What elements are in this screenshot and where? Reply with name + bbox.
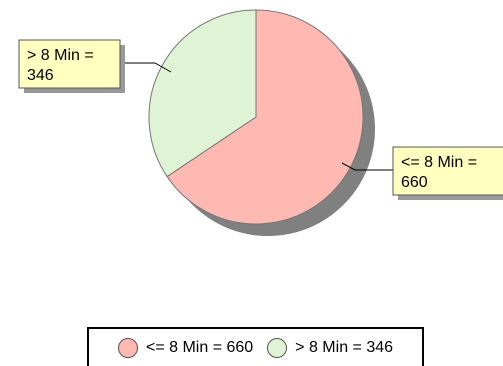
callout-text-gt-8-min-line1: > 8 Min =: [27, 47, 94, 64]
callout-leader-gt-8-min: [121, 62, 172, 73]
chart-legend: <= 8 Min = 660 > 8 Min = 346: [87, 327, 424, 366]
callout-le-8-min: <= 8 Min = 660: [341, 146, 503, 200]
callout-text-le-8-min-line2: 660: [401, 174, 428, 191]
legend-item-le-8-min: <= 8 Min = 660: [117, 337, 254, 358]
callout-text-le-8-min-line1: <= 8 Min =: [401, 154, 477, 171]
callout-gt-8-min: > 8 Min = 346: [18, 39, 172, 93]
callout-leader-le-8-min: [341, 162, 393, 171]
callout-box-gt-8-min: [18, 39, 121, 89]
callout-box-le-8-min: [392, 146, 503, 196]
pie-slices: [148, 9, 364, 225]
legend-label-le-8-min: <= 8 Min = 660: [145, 338, 254, 356]
legend-swatch-gt-8-min: [267, 337, 288, 358]
legend-swatch-le-8-min: [117, 337, 138, 358]
callout-text-gt-8-min-line2: 346: [27, 67, 54, 84]
legend-item-gt-8-min: > 8 Min = 346: [267, 337, 394, 358]
legend-label-gt-8-min: > 8 Min = 346: [295, 338, 394, 356]
